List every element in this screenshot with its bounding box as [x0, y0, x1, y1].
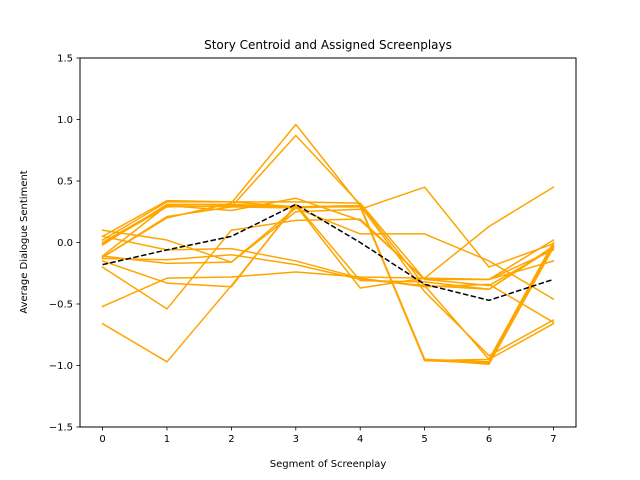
x-tick-label-0: 0 [99, 434, 105, 445]
x-tick-label-5: 5 [421, 434, 427, 445]
x-tick-label-4: 4 [357, 434, 363, 445]
x-tick-label-3: 3 [293, 434, 299, 445]
series-layer [101, 123, 555, 366]
x-tick-label-2: 2 [228, 434, 234, 445]
y-tick-label-6: −1.5 [49, 423, 73, 434]
y-axis: 1.5 1.0 0.5 0.0 −0.5 −1.0 −1.5 [49, 54, 80, 434]
y-tick-label-3: 0.0 [57, 238, 73, 249]
y-tick-label-4: −0.5 [49, 300, 73, 311]
chart-title: Story Centroid and Assigned Screenplays [204, 38, 452, 52]
x-axis: 0 1 2 3 4 5 6 7 [99, 427, 557, 445]
series-line-15 [101, 203, 555, 290]
series-line-12 [101, 207, 555, 301]
series-line-10 [101, 186, 555, 308]
x-axis-label: Segment of Screenplay [270, 459, 387, 470]
series-line-6 [101, 134, 555, 361]
centroid-layer [102, 203, 554, 302]
y-tick-label-5: −1.0 [49, 361, 73, 372]
x-tick-label-7: 7 [550, 434, 556, 445]
centroid-line [102, 203, 554, 302]
series-line-16 [101, 235, 555, 324]
y-tick-label-1: 1.0 [57, 115, 73, 126]
y-tick-label-2: 0.5 [57, 177, 73, 188]
series-line-9 [101, 204, 555, 363]
x-tick-label-1: 1 [164, 434, 170, 445]
x-tick-label-6: 6 [486, 434, 492, 445]
series-line-13 [101, 186, 555, 268]
y-axis-label: Average Dialogue Sentiment [19, 170, 30, 314]
y-tick-label-0: 1.5 [57, 54, 73, 65]
